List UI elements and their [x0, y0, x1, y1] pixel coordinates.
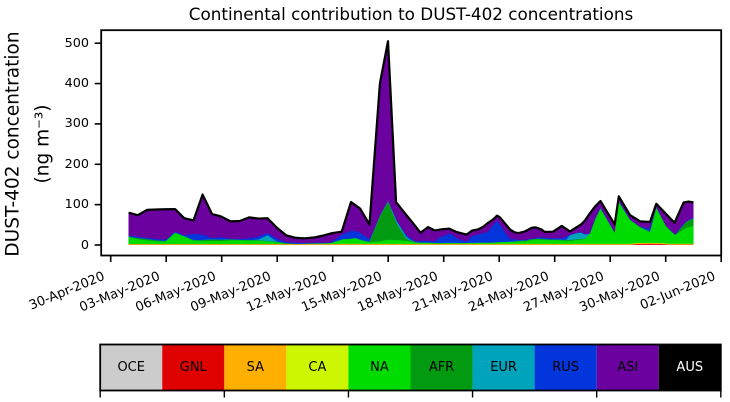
legend-label-CA: CA — [308, 359, 327, 375]
legend-label-GNL: GNL — [179, 359, 207, 375]
legend-label-NA: NA — [370, 359, 389, 375]
plot-spines — [100, 29, 723, 257]
legend-label-AUS: AUS — [676, 359, 704, 375]
legend-swatch-AUS — [658, 344, 721, 391]
area-NA — [128, 202, 694, 245]
y-tick-label: 500 — [64, 35, 89, 51]
total-outline — [128, 40, 694, 240]
y-tick-label: 200 — [64, 156, 89, 172]
area-SA — [128, 243, 694, 245]
y-tick-label: 300 — [64, 116, 89, 132]
legend-label-OCE: OCE — [117, 359, 145, 375]
legend-label-RUS: RUS — [552, 359, 580, 375]
legend-swatch-SA — [224, 344, 287, 391]
chart-title: Continental contribution to DUST-402 con… — [188, 4, 634, 25]
legend-label-ASI: ASI — [617, 359, 639, 375]
y-axis-label-line1: DUST-402 concentration — [2, 31, 24, 257]
area-ASI — [128, 41, 694, 246]
legend-swatch-OCE — [100, 344, 163, 391]
legend-swatch-ASI — [596, 344, 659, 391]
legend-swatch-GNL — [162, 344, 225, 391]
legend-swatch-CA — [286, 344, 349, 391]
legend-swatch-EUR — [472, 344, 535, 391]
y-tick-label: 400 — [64, 76, 89, 92]
legend-swatch-AFR — [410, 344, 473, 391]
legend-swatch-NA — [348, 344, 411, 391]
legend-label-EUR: EUR — [490, 359, 517, 375]
y-tick-label: 100 — [64, 197, 89, 213]
legend-swatch-RUS — [534, 344, 597, 391]
legend-border — [99, 343, 722, 392]
legend-label-SA: SA — [246, 359, 265, 375]
legend-label-AFR: AFR — [428, 359, 455, 375]
y-tick-label: 0 — [80, 237, 89, 253]
